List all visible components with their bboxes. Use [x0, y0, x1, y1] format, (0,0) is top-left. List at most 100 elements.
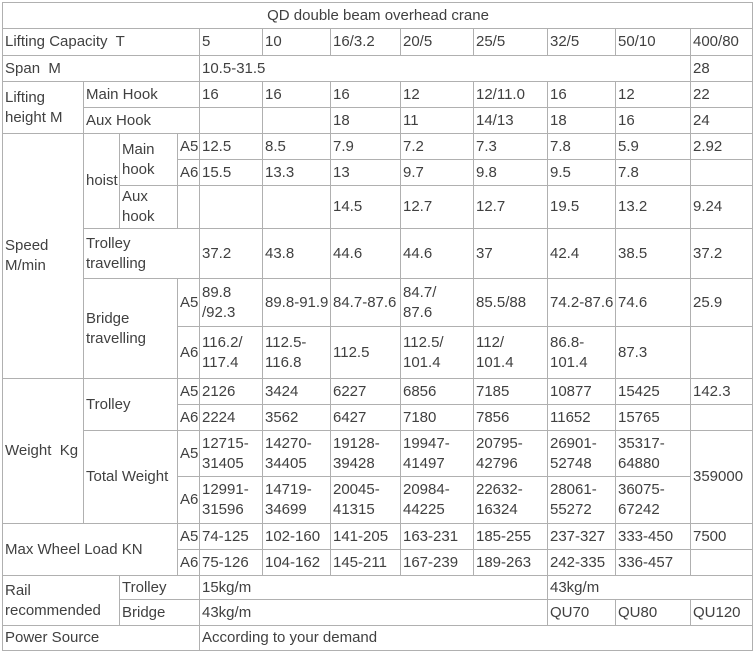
value-cell: 86.8- 101.4: [547, 326, 616, 379]
grade-a6: A6: [177, 326, 200, 379]
value-cell: 112.5- 116.8: [262, 326, 331, 379]
value-cell: 19.5: [547, 185, 616, 229]
value-cell: 7500: [689, 523, 754, 550]
speed-label: Speed M/min: [2, 133, 84, 379]
power-source-label: Power Source: [2, 625, 200, 651]
value-cell: 9.24: [689, 185, 754, 229]
value-cell: 15765: [615, 404, 691, 431]
value-cell: 16: [262, 81, 331, 108]
value-cell: 359000: [689, 430, 754, 524]
value-cell: 6427: [330, 404, 401, 431]
table-row: A6 15.5 13.3 13 9.7 9.8 9.5 7.8: [3, 159, 754, 186]
grade-a5: A5: [177, 523, 200, 550]
empty-cell: [199, 185, 263, 229]
value-cell: 141-205: [330, 523, 401, 550]
value-cell: 7.9: [330, 133, 401, 160]
value-cell: 15.5: [199, 159, 263, 186]
grade-a6: A6: [177, 404, 200, 431]
empty-cell: [689, 326, 754, 379]
trolley-travelling-label: Trolley travelling: [83, 228, 200, 279]
value-cell: 167-239: [400, 549, 474, 576]
value-cell: 16/3.2: [330, 28, 401, 56]
value-cell: 43kg/m: [546, 575, 754, 600]
span-label: Span M: [2, 55, 200, 82]
empty-cell: [689, 549, 754, 576]
value-cell: 112.5/ 101.4: [400, 326, 474, 379]
value-cell: 116.2/ 117.4: [199, 326, 263, 379]
value-cell: 13.3: [262, 159, 331, 186]
value-cell: 50/10: [615, 28, 691, 56]
value-cell: 38.5: [615, 228, 691, 279]
value-cell: 10: [262, 28, 331, 56]
value-cell: 12: [400, 81, 474, 108]
value-cell: 16: [199, 81, 263, 108]
value-cell: 44.6: [330, 228, 401, 279]
value-cell: 16: [615, 107, 691, 134]
grade-a5: A5: [177, 378, 200, 405]
value-cell: 12: [615, 81, 691, 108]
value-cell: 89.8-91.9: [262, 278, 331, 327]
value-cell: 7.8: [615, 159, 691, 186]
value-cell: 74.2-87.6: [547, 278, 616, 327]
max-wheel-load-label: Max Wheel Load KN: [2, 523, 178, 576]
empty-cell: [177, 185, 200, 229]
table-row: Rail recommended Trolley 15kg/m 43kg/m: [2, 575, 754, 626]
value-cell: 11: [400, 107, 474, 134]
grade-a5: A5: [177, 133, 200, 160]
lifting-capacity-label: Lifting Capacity T: [2, 28, 200, 56]
value-cell: 12.5: [199, 133, 263, 160]
value-cell: 185-255: [473, 523, 548, 550]
grade-a6: A6: [177, 476, 200, 524]
weight-label: Weight Kg: [2, 378, 84, 524]
value-cell: 102-160: [262, 523, 331, 550]
value-cell: 42.4: [547, 228, 616, 279]
value-cell: 11652: [547, 404, 616, 431]
hoist-main-hook-label: Main hook: [119, 133, 178, 186]
value-cell: 14/13: [473, 107, 548, 134]
value-cell: 2224: [199, 404, 263, 431]
empty-cell: [262, 107, 331, 134]
main-hook-label: Main Hook: [83, 81, 200, 108]
value-cell: QU80: [615, 599, 691, 626]
value-cell: 10877: [547, 378, 616, 405]
value-cell: 6856: [400, 378, 474, 405]
value-cell: 44.6: [400, 228, 474, 279]
value-cell: 28061- 55272: [547, 476, 616, 524]
table-row: Span M 10.5-31.5 28: [2, 55, 754, 82]
value-cell: 7856: [473, 404, 548, 431]
grade-a5: A5: [177, 430, 200, 477]
table-row: Bridge travelling A5 89.8 /92.3 89.8-91.9 84…: [3, 278, 754, 379]
value-cell: 14719- 34699: [262, 476, 331, 524]
hoist-aux-hook-label: Aux hook: [119, 185, 178, 229]
value-cell: 2126: [199, 378, 263, 405]
value-cell: 24: [689, 107, 754, 134]
value-cell: 12.7: [400, 185, 474, 229]
grade-a5: A5: [177, 278, 200, 327]
value-cell: 12/11.0: [473, 81, 548, 108]
table-row: QD double beam overhead crane: [1, 2, 754, 29]
value-cell: 25/5: [473, 28, 548, 56]
table-row: A6 12991- 31596 14719- 34699 20045- 41315 20…: [3, 476, 753, 524]
value-cell: 14270- 34405: [262, 430, 331, 477]
value-cell: 43kg/m: [199, 599, 548, 626]
value-cell: 89.8 /92.3: [199, 278, 263, 327]
value-cell: 5: [199, 28, 263, 56]
value-cell: 8.5: [262, 133, 331, 160]
value-cell: 237-327: [547, 523, 616, 550]
lifting-height-label: Lifting height M: [2, 81, 84, 134]
value-cell: 12.7: [473, 185, 548, 229]
table-row: Trolley travelling 37.2 43.8 44.6 44.6 37 42.4…: [3, 228, 754, 279]
table-row: Lifting height M Main Hook 16 16 16 12 12/11.0…: [2, 81, 754, 134]
value-cell: 333-450: [615, 523, 691, 550]
empty-cell: [689, 404, 754, 431]
value-cell: 75-126: [199, 549, 263, 576]
value-cell: According to your demand: [198, 625, 754, 651]
value-cell: 20984- 44225: [400, 476, 474, 524]
value-cell: 35317- 64880: [615, 430, 691, 477]
table-row: Speed M/min hoist Main hook A5 12.5 8.5 7.9 7.2…: [2, 133, 754, 379]
value-cell: 163-231: [400, 523, 474, 550]
value-cell: 7.8: [547, 133, 616, 160]
value-cell: 15425: [615, 378, 691, 405]
aux-hook-label: Aux Hook: [83, 107, 200, 134]
